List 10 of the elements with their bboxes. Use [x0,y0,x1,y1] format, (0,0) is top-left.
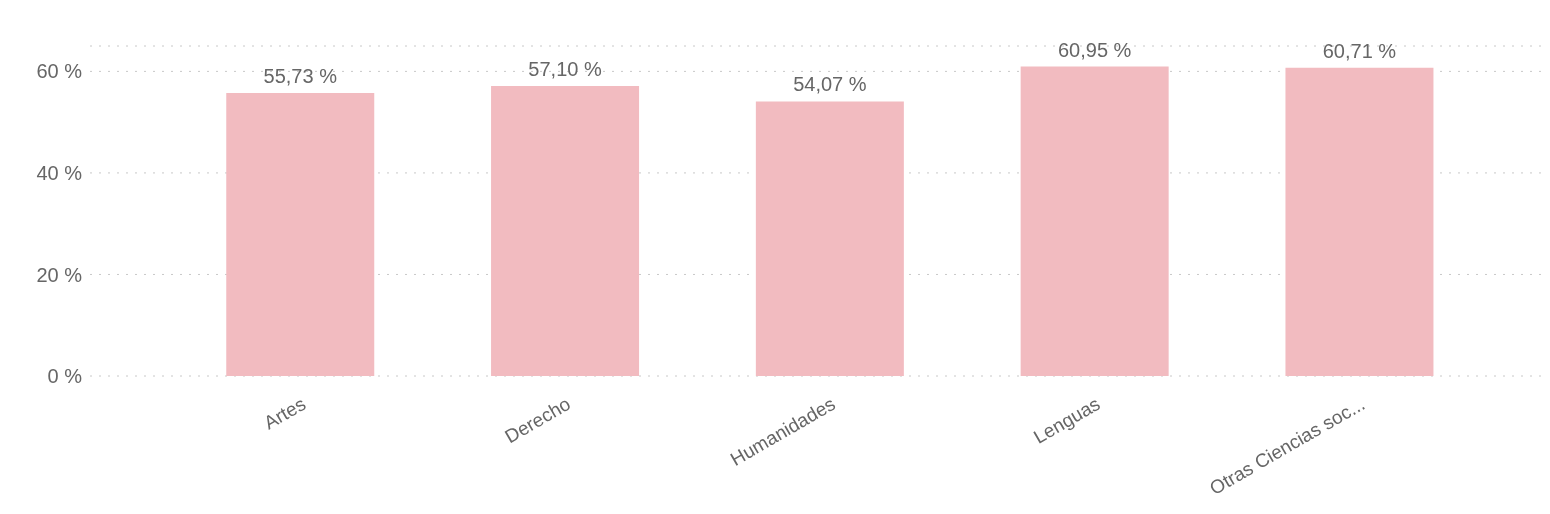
data-label: 57,10 % [528,58,602,81]
data-label: 55,73 % [263,65,338,88]
x-tick-label: Artes [260,393,310,434]
data-label: 60,71 % [1322,39,1397,62]
y-tick-label: 20 % [36,263,83,286]
y-tick-label: 60 % [36,60,83,83]
data-label: 60,95 % [1057,38,1132,61]
y-tick-label: 40 % [36,162,83,185]
data-label: 54,07 % [793,73,867,96]
y-tick-label: 0 % [47,365,83,388]
